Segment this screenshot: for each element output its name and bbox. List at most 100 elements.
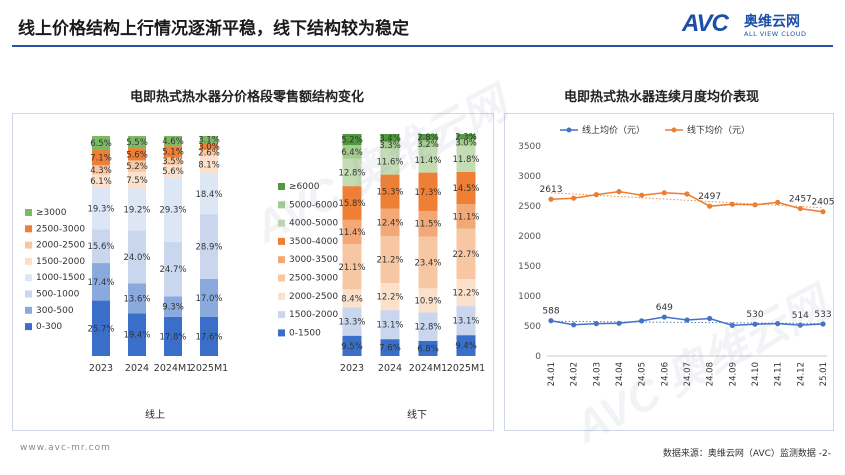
bar-segment	[380, 310, 400, 340]
data-point	[707, 315, 713, 322]
x-tick-label: 24.03	[592, 362, 602, 386]
bar-segment	[128, 148, 146, 161]
data-point	[729, 201, 735, 207]
data-label: 7.6%	[379, 344, 401, 354]
legend-swatch	[278, 219, 285, 227]
bar-segment	[380, 141, 400, 149]
data-label: 11.6%	[376, 158, 403, 168]
data-label: 12.4%	[376, 218, 403, 228]
bar-segment	[418, 147, 438, 173]
data-label: 13.3%	[338, 317, 365, 327]
data-label: 6.8%	[417, 344, 439, 354]
data-label: 15.3%	[376, 188, 403, 198]
y-tick-label: 1000	[518, 292, 541, 302]
data-point	[684, 317, 690, 323]
data-label: 2.3%	[455, 133, 477, 143]
data-label: 4.3%	[90, 166, 112, 176]
bar-segment	[128, 171, 146, 189]
data-label: 3.3%	[379, 141, 401, 151]
data-label: 9.5%	[341, 342, 363, 352]
x-tick-label: 24.12	[796, 362, 806, 386]
data-label: 17.4%	[87, 278, 114, 288]
bar-segment	[342, 186, 362, 220]
legend-label: 2000-2500	[36, 241, 85, 251]
bar-segment	[456, 145, 476, 172]
legend-label: 5000-6000	[289, 200, 338, 210]
data-point	[593, 192, 599, 198]
bar-segment	[164, 157, 182, 166]
bar-segment	[92, 187, 110, 230]
data-label: 12.8%	[338, 168, 365, 178]
data-point	[752, 202, 758, 208]
data-label: 533	[814, 310, 831, 320]
data-label: 5.1%	[162, 148, 184, 158]
data-label: 9.3%	[162, 303, 184, 313]
right-chart-title: 电即热式热水器连续月度均价表现	[564, 90, 760, 105]
legend-swatch	[25, 225, 32, 233]
x-tick-label: 2023	[340, 363, 364, 374]
footer-url: www.avc-mr.com	[20, 443, 111, 453]
bar-segment	[128, 136, 146, 149]
data-label: 7.5%	[126, 176, 148, 186]
bar-segment	[342, 219, 362, 245]
left-chart-title: 电即热式热水器分价格段零售额结构变化	[130, 90, 365, 105]
bar-segment	[200, 142, 218, 150]
x-tick-label: 2024M1	[409, 363, 447, 374]
data-point	[661, 190, 667, 196]
data-point	[775, 321, 781, 327]
data-point	[616, 320, 622, 326]
data-label: 17.3%	[414, 188, 441, 198]
legend-label: 2500-3000	[289, 274, 338, 284]
x-tick-label: 2024	[378, 363, 402, 374]
data-label: 12.2%	[452, 289, 479, 299]
data-point	[593, 321, 599, 327]
data-label: 12.8%	[414, 323, 441, 333]
legend-label: 1000-1500	[36, 273, 85, 283]
logo-en: ALL VIEW CLOUD	[744, 30, 807, 38]
bar-segment	[418, 134, 438, 141]
legend-label: 300-500	[36, 306, 74, 316]
data-label: 19.3%	[87, 205, 114, 215]
price-structure-chart: ≥3000 2500-3000 2000-2500 1500-2000 1000-150…	[25, 133, 485, 374]
bar-segment	[164, 177, 182, 242]
data-label: 2405	[812, 198, 835, 208]
data-label: 588	[542, 307, 559, 317]
bar-segment	[92, 300, 110, 356]
data-label: 530	[746, 310, 763, 320]
data-label: 9.4%	[455, 342, 477, 352]
legend-label: 1500-2000	[289, 310, 338, 320]
bar-segment	[128, 230, 146, 284]
data-label: 28.9%	[195, 243, 222, 253]
bar-segment	[164, 165, 182, 178]
data-label: 5.2%	[126, 162, 148, 172]
legend-swatch	[278, 183, 285, 190]
legend-swatch	[25, 306, 32, 314]
bar-segment	[380, 174, 400, 209]
legend-swatch	[278, 201, 285, 209]
bar-segment	[92, 136, 110, 151]
legend-label: 500-1000	[36, 290, 80, 300]
legend-swatch	[278, 311, 285, 319]
x-tick-label: 2025M1	[190, 363, 228, 374]
bar-segment	[200, 136, 218, 143]
data-point	[639, 318, 645, 324]
bar-segment	[164, 136, 182, 147]
data-point	[775, 199, 781, 205]
data-label: 649	[656, 303, 673, 313]
data-label: 11.5%	[414, 220, 441, 230]
bar-segment	[128, 313, 146, 356]
avc-logo: AVC 奥维云网 ALL VIEW CLOUD	[682, 8, 832, 44]
x-tick-label: 24.05	[638, 362, 648, 386]
data-label: 3.4%	[379, 134, 401, 144]
data-label: 8.4%	[341, 294, 363, 304]
data-label: 13.1%	[376, 321, 403, 331]
bar-segment	[342, 289, 362, 308]
bar-segment	[200, 149, 218, 156]
data-label: 6.1%	[90, 177, 112, 187]
bar-segment	[456, 335, 476, 356]
data-label: 23.4%	[414, 258, 441, 268]
bar-segment	[380, 283, 400, 311]
logo-cn: 奥维云网	[744, 14, 800, 30]
legend-swatch	[25, 274, 32, 282]
